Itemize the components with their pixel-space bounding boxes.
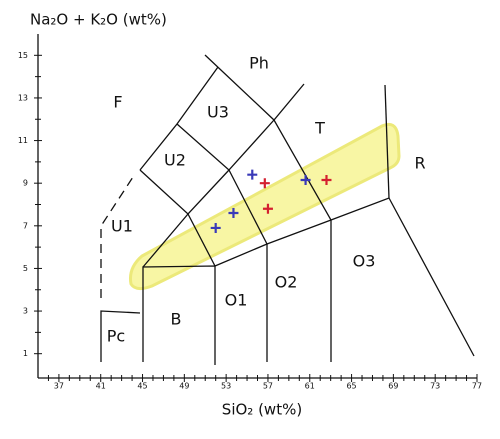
point <box>262 203 273 214</box>
highlight-band <box>129 122 401 291</box>
x-tick-label: 65 <box>346 382 356 391</box>
y-tick-label: 1 <box>23 349 28 358</box>
field-label: T <box>314 119 325 138</box>
field-label: R <box>414 154 425 173</box>
x-tick-label: 61 <box>305 382 315 391</box>
field-label: U1 <box>111 217 133 236</box>
y-axis-title: Na₂O + K₂O (wt%) <box>30 11 167 29</box>
field-label: U2 <box>164 151 186 170</box>
field-label: U3 <box>207 103 229 122</box>
x-tick-label: 77 <box>472 382 482 391</box>
field-boundaries <box>100 54 475 365</box>
y-tick-label: 11 <box>18 136 28 145</box>
field-label: B <box>171 310 182 329</box>
x-tick-label: 41 <box>96 382 106 391</box>
field-labels: F Ph U3 U2 T R U1 O3 O2 O1 B Pc <box>107 54 426 346</box>
field-label: F <box>113 93 122 112</box>
point <box>247 169 258 180</box>
y-tick-label: 15 <box>18 51 28 60</box>
field-label: O1 <box>225 291 248 310</box>
field-label: Ph <box>249 54 269 73</box>
point <box>259 178 270 189</box>
y-tick-label: 5 <box>23 264 28 273</box>
field-label: O3 <box>353 252 376 271</box>
y-tick-label: 13 <box>18 93 28 102</box>
field-label: Pc <box>107 327 125 346</box>
x-tick-label: 37 <box>54 382 64 391</box>
x-tick-label: 57 <box>263 382 273 391</box>
y-tick-label: 7 <box>23 221 28 230</box>
x-tick-label: 49 <box>179 382 189 391</box>
y-tick-label: 9 <box>23 179 28 188</box>
field-label: O2 <box>275 273 298 292</box>
point <box>228 208 239 219</box>
point <box>210 222 221 233</box>
point <box>300 174 311 185</box>
x-tick-label: 45 <box>137 382 147 391</box>
x-tick-label: 73 <box>430 382 440 391</box>
x-tick-label: 53 <box>221 382 231 391</box>
x-axis-title: SiO₂ (wt%) <box>222 401 302 419</box>
point <box>321 174 332 185</box>
y-tick-label: 3 <box>23 307 28 316</box>
x-tick-label: 69 <box>388 382 398 391</box>
